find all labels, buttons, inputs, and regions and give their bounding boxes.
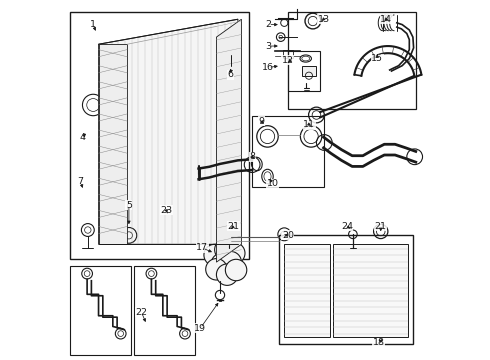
Circle shape — [217, 264, 238, 285]
Circle shape — [223, 243, 245, 264]
Bar — [279, 235, 413, 344]
Bar — [252, 116, 323, 187]
Polygon shape — [98, 19, 238, 244]
Bar — [134, 266, 195, 355]
Text: 12: 12 — [282, 56, 294, 65]
Bar — [70, 266, 131, 355]
Text: 15: 15 — [371, 54, 383, 63]
Polygon shape — [98, 44, 127, 244]
Text: 5: 5 — [126, 201, 132, 210]
Text: 21: 21 — [375, 222, 387, 231]
Text: 22: 22 — [135, 308, 147, 317]
Text: 8: 8 — [249, 152, 255, 161]
Text: 13: 13 — [318, 15, 330, 24]
Circle shape — [204, 244, 225, 266]
Text: 3: 3 — [265, 41, 271, 50]
Text: 19: 19 — [195, 324, 206, 333]
Text: 6: 6 — [228, 70, 234, 79]
Bar — [229, 66, 240, 80]
Circle shape — [206, 258, 227, 280]
Text: 11: 11 — [303, 120, 315, 129]
Bar — [283, 50, 293, 58]
Text: 4: 4 — [79, 132, 85, 141]
Circle shape — [211, 253, 232, 275]
Text: 17: 17 — [196, 243, 208, 252]
Circle shape — [215, 239, 236, 260]
Text: 24: 24 — [341, 222, 353, 231]
Bar — [333, 244, 408, 337]
Text: 7: 7 — [78, 177, 84, 186]
Circle shape — [220, 251, 242, 273]
Polygon shape — [217, 19, 242, 262]
Circle shape — [225, 259, 247, 281]
Text: 10: 10 — [267, 179, 279, 188]
Text: 18: 18 — [373, 338, 385, 347]
Text: 1: 1 — [90, 20, 96, 29]
Bar — [70, 12, 248, 258]
Text: 14: 14 — [380, 15, 392, 24]
Text: 9: 9 — [258, 117, 264, 126]
Bar — [288, 12, 416, 109]
Bar — [302, 66, 316, 76]
Bar — [288, 51, 320, 91]
Text: 2: 2 — [265, 20, 271, 29]
Bar — [284, 244, 330, 337]
Text: 16: 16 — [262, 63, 274, 72]
Text: 20: 20 — [282, 231, 294, 240]
Text: 21: 21 — [227, 222, 240, 231]
Text: 23: 23 — [160, 206, 172, 215]
